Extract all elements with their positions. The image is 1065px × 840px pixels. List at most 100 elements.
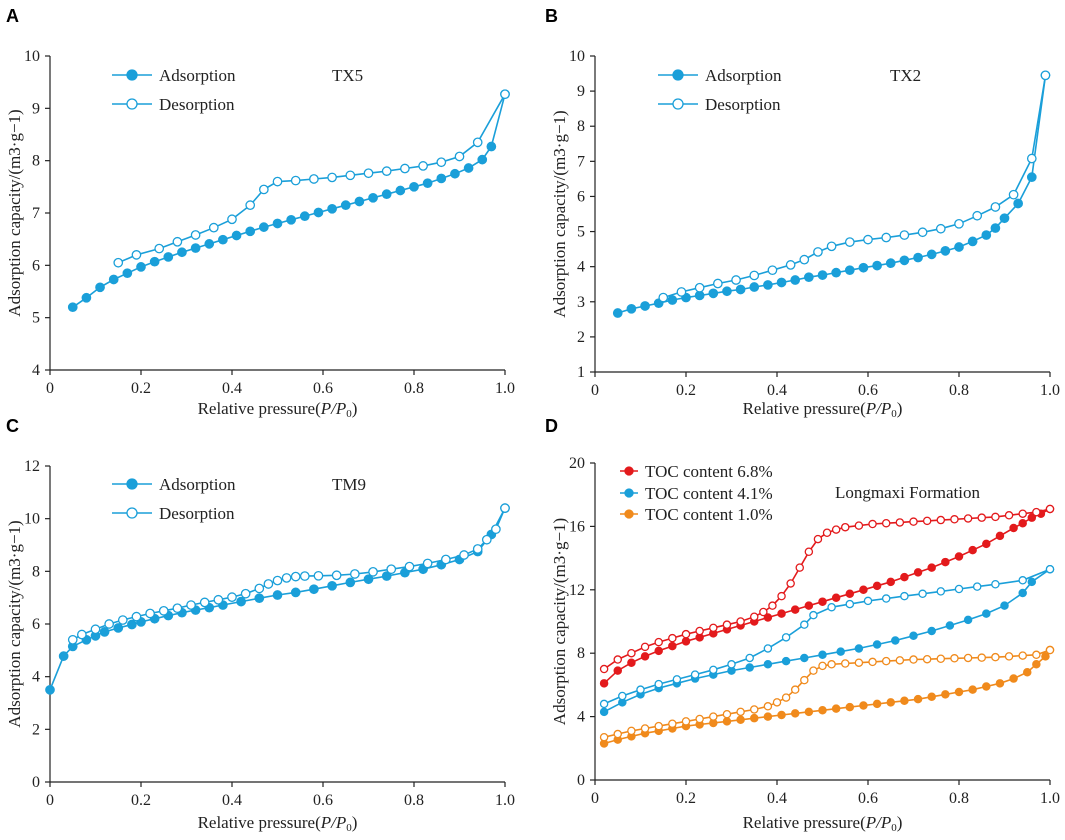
data-point <box>1004 652 1014 661</box>
data-point <box>681 717 691 726</box>
series-adsorption <box>45 503 510 695</box>
data-point <box>822 528 832 537</box>
panel-c: C 0 0.2 0.4 0.6 0.8 1.0 0 2 4 6 8 10 12 Relative press… <box>5 416 515 834</box>
panel-d: D 0 0.2 0.4 0.6 0.8 1.0 0 4 8 12 16 20 Relative press… <box>545 416 1060 834</box>
data-point <box>218 234 228 245</box>
data-point <box>618 691 627 701</box>
data-point <box>858 262 869 273</box>
data-point <box>672 675 682 684</box>
data-point <box>172 236 183 247</box>
data-point <box>709 665 718 675</box>
data-point <box>917 227 928 238</box>
data-point <box>131 250 142 260</box>
data-point <box>881 656 891 666</box>
data-point <box>809 610 818 620</box>
data-point <box>327 580 337 591</box>
data-point <box>299 571 310 581</box>
data-point <box>245 226 256 237</box>
data-point <box>763 613 773 622</box>
data-point <box>972 210 983 221</box>
series-adsorption <box>67 89 510 313</box>
x-tick-label: 0.4 <box>222 380 242 397</box>
x-tick-label: 0.4 <box>767 790 787 807</box>
data-point <box>1032 660 1041 669</box>
data-point <box>67 634 78 645</box>
data-point <box>163 252 174 262</box>
data-point <box>81 292 92 303</box>
data-point <box>199 597 210 608</box>
panel-b: B 0 0.2 0.4 0.6 0.8 1.0 1 2 3 4 5 6 7 8 9 10 Relative pre… <box>545 6 1060 420</box>
legend-entry: Adsorption <box>112 66 236 85</box>
data-point <box>422 558 433 569</box>
data-point <box>1045 645 1055 655</box>
y-tick-label: 1 <box>577 364 585 381</box>
data-point <box>491 524 501 535</box>
data-point <box>813 534 823 544</box>
data-point <box>658 292 669 303</box>
data-point <box>349 569 360 579</box>
data-point <box>127 619 137 630</box>
data-point <box>654 679 663 689</box>
data-point <box>368 192 378 203</box>
legend-entry: Adsorption <box>112 475 236 494</box>
data-point <box>891 636 900 645</box>
data-point <box>1018 576 1027 585</box>
data-point <box>913 252 923 263</box>
x-tick-label: 0.2 <box>676 790 696 807</box>
data-point <box>841 659 850 668</box>
data-point <box>817 270 828 280</box>
panel-letter: D <box>545 416 558 436</box>
y-tick-label: 0 <box>32 774 40 791</box>
data-point <box>67 302 78 313</box>
data-point <box>381 189 392 200</box>
data-point <box>991 580 1000 589</box>
data-point <box>486 141 497 152</box>
data-point <box>272 575 283 586</box>
y-axis-title: Adsorption capacity/(m3·g−1) <box>5 520 24 727</box>
data-point <box>777 710 786 720</box>
data-point <box>872 581 882 591</box>
data-point <box>290 175 301 186</box>
data-point <box>690 670 700 679</box>
x-tick-label: 0.2 <box>131 792 151 809</box>
series-toc-content-1-0-desorption <box>599 645 1055 742</box>
series-line <box>617 75 1047 314</box>
data-point <box>1009 523 1018 533</box>
data-point <box>763 280 773 290</box>
y-axis-title: Adsorption capacity/(m3·g−1) <box>5 109 24 316</box>
data-point <box>327 203 337 214</box>
data-point <box>859 701 868 710</box>
data-point <box>859 585 868 595</box>
data-point <box>968 685 977 694</box>
data-point <box>463 163 474 173</box>
data-point <box>345 170 356 181</box>
data-point <box>454 151 465 162</box>
data-point <box>881 594 891 603</box>
data-point <box>1045 564 1055 574</box>
data-point <box>213 594 224 605</box>
data-point <box>1018 651 1027 660</box>
data-point <box>826 241 837 252</box>
data-point <box>227 214 237 225</box>
data-point <box>750 705 759 714</box>
data-point <box>777 609 786 618</box>
data-point <box>627 658 636 667</box>
data-point <box>845 599 855 609</box>
data-point <box>731 275 741 285</box>
data-point <box>722 717 732 726</box>
data-point <box>831 593 841 602</box>
data-point <box>712 278 723 289</box>
data-point <box>309 174 319 184</box>
legend-entry: TOC content 6.8% <box>620 462 773 481</box>
legend-label: Desorption <box>159 504 235 523</box>
data-point <box>977 513 987 522</box>
data-point <box>500 503 510 513</box>
data-point <box>950 515 959 524</box>
legend-label: Adsorption <box>705 66 782 85</box>
data-point <box>736 715 745 725</box>
data-point <box>895 656 905 665</box>
data-point <box>900 696 909 706</box>
y-axis-title: Adsorption capacity/(m3·g−1) <box>550 110 569 317</box>
data-point <box>995 679 1005 688</box>
data-point <box>745 653 754 663</box>
